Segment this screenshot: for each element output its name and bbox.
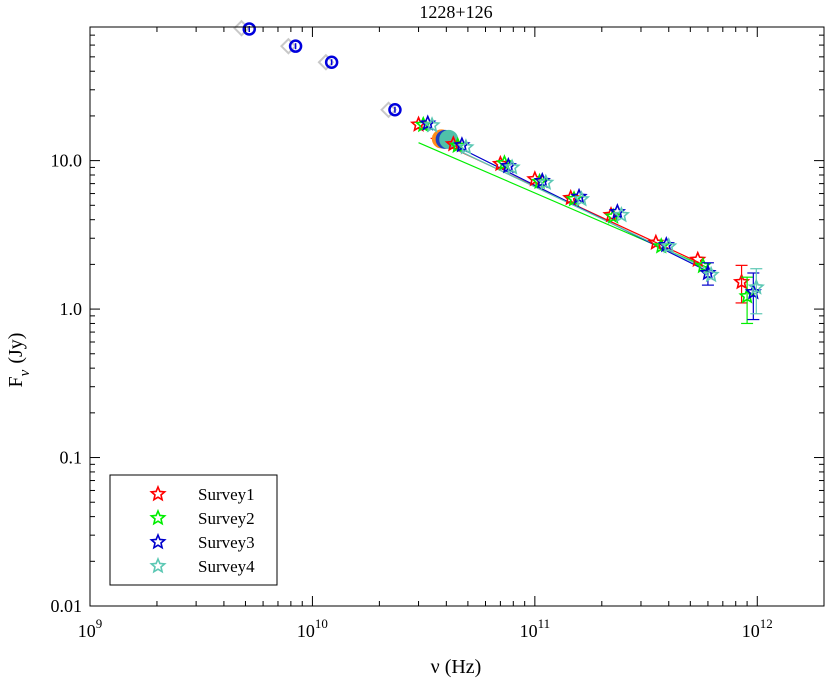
x-tick-label: 1011 — [520, 616, 551, 641]
point-survey4 — [702, 265, 720, 283]
legend-marker-survey2 — [149, 508, 167, 526]
plot-area — [233, 19, 765, 325]
point-survey3 — [744, 283, 762, 300]
point-survey4 — [572, 190, 591, 207]
legend-marker-survey3 — [149, 532, 167, 550]
legend-label-survey4: Survey4 — [198, 557, 255, 576]
point-survey4 — [660, 237, 678, 254]
legend-label-survey1: Survey1 — [198, 485, 255, 504]
x-tick-label: 1010 — [297, 616, 328, 641]
point-survey4 — [423, 116, 441, 133]
reference-diamond-point — [280, 37, 297, 55]
reference-circle-point — [324, 55, 339, 69]
point-survey4 — [612, 205, 631, 223]
y-tick-label: 0.01 — [51, 596, 83, 616]
reference-diamond-point — [380, 101, 398, 119]
y-tick-label: 0.1 — [60, 448, 83, 468]
x-axis-title: ν (Hz) — [431, 656, 482, 678]
reference-circle-point — [288, 39, 303, 53]
point-survey4 — [457, 138, 475, 155]
reference-circle-point — [388, 103, 402, 117]
legend-marker-survey1 — [149, 484, 167, 502]
y-axis-title-sub: ν — [17, 369, 33, 376]
legend-marker-survey4 — [149, 556, 167, 574]
point-survey4 — [747, 278, 765, 295]
y-tick-label: 1.0 — [60, 299, 83, 319]
point-survey2 — [604, 207, 622, 224]
fit-line-survey3 — [446, 140, 712, 274]
x-tick-label: 1012 — [742, 616, 773, 641]
axis-ticks: 109 1010 1011 1012 0.01 0.1 1.0 10.0 — [51, 27, 824, 641]
point-survey4 — [537, 173, 555, 191]
axes-frame — [89, 26, 825, 607]
y-tick-label: 10.0 — [51, 151, 83, 171]
chart-title: 1228+126 — [419, 2, 492, 22]
y-axis-title-main: F — [5, 376, 27, 387]
point-survey4 — [503, 158, 521, 175]
legend-box — [109, 474, 278, 586]
y-axis-title: Fν (Jy) — [5, 333, 33, 388]
legend-label-survey3: Survey3 — [198, 533, 255, 552]
legend: Survey1 Survey2 Survey3 Survey4 — [109, 474, 278, 586]
reference-circle-point — [242, 22, 257, 36]
x-tick-label: 109 — [78, 616, 103, 641]
point-survey1 — [409, 115, 428, 132]
y-axis-title-unit: (Jy) — [5, 333, 27, 364]
legend-label-survey2: Survey2 — [198, 509, 255, 528]
reference-diamond-point — [317, 53, 335, 71]
